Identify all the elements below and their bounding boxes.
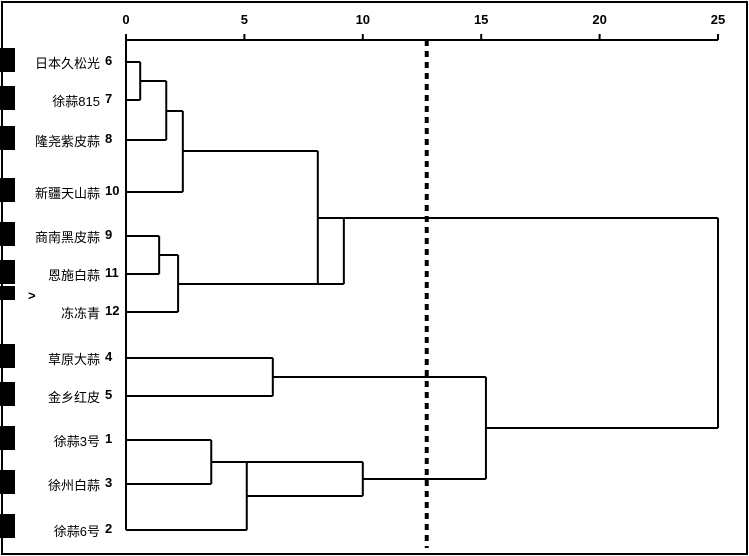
dendrogram-svg bbox=[0, 0, 749, 556]
dendrogram-chart: 0510152025 日本久松光6徐蒜8157隆尧紫皮蒜8新疆天山蒜10商南黑皮… bbox=[0, 0, 749, 556]
